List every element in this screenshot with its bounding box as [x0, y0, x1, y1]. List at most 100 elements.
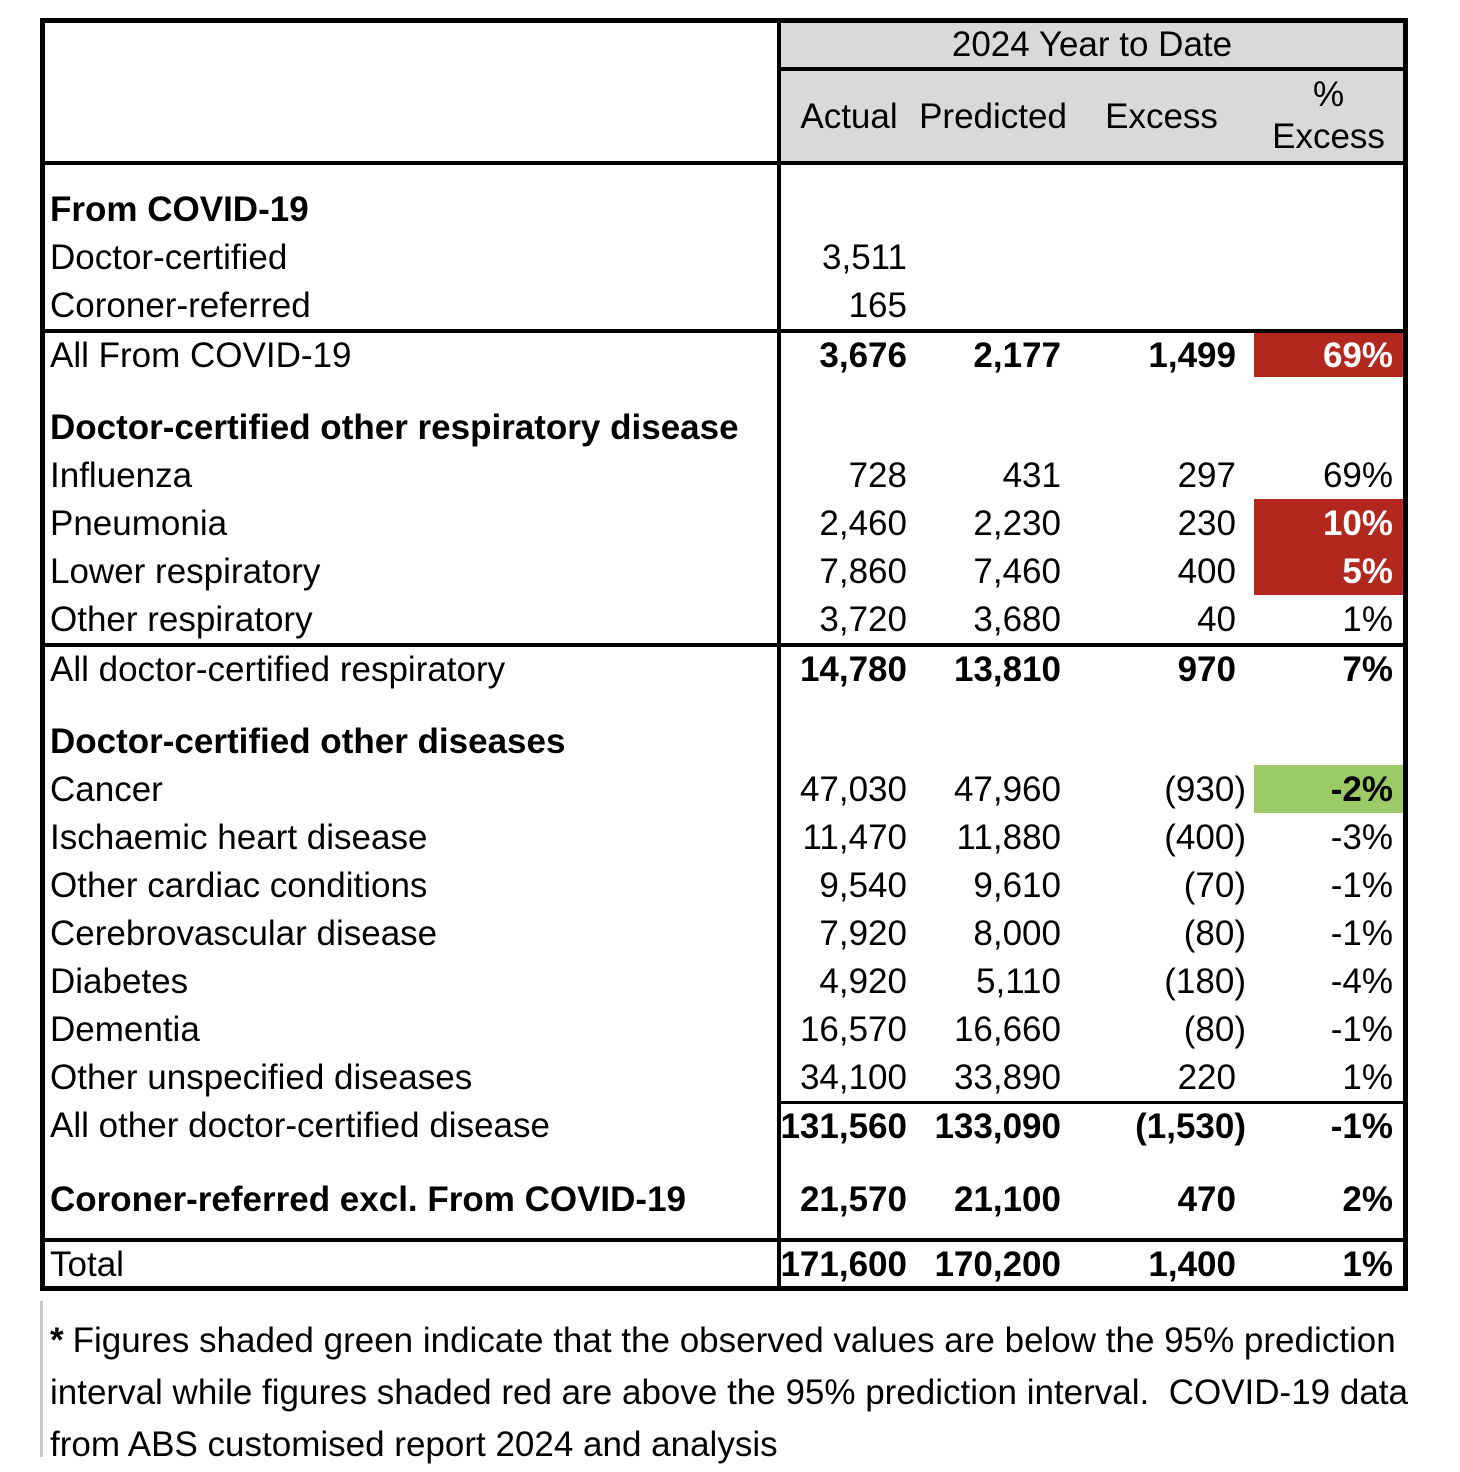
- table-row: Pneumonia 2,460 2,230 230 10%: [45, 499, 1403, 547]
- excess-cell: 220: [1177, 1057, 1236, 1097]
- excess-cell: [1069, 717, 1254, 765]
- table-row: [45, 165, 1403, 185]
- actual-cell: [777, 377, 917, 403]
- table-row: [45, 691, 1403, 717]
- excess-cell: 400: [1177, 551, 1236, 591]
- predicted-cell: 170,200: [934, 1244, 1061, 1284]
- table-row: Other unspecified diseases 34,100 33,890…: [45, 1053, 1403, 1101]
- footnote-line-2: interval while figures shaded red are ab…: [50, 1373, 1408, 1412]
- table-row: Doctor-certified 3,511: [45, 233, 1403, 281]
- footnote-left-rule: [40, 1301, 43, 1457]
- table-row: Coroner-referred excl. From COVID-19 21,…: [45, 1175, 1403, 1223]
- table-row: [45, 1149, 1403, 1175]
- footnote-asterisk: *: [50, 1321, 64, 1360]
- excess-cell: [1069, 377, 1254, 403]
- actual-cell: 9,540: [777, 861, 917, 909]
- excess-cell: 230: [1177, 503, 1236, 543]
- row-label: Other respiratory: [50, 599, 313, 639]
- pct-excess-cell: 1%: [1342, 1244, 1393, 1284]
- predicted-cell: 21,100: [953, 1179, 1061, 1219]
- pct-excess-cell: 2%: [1342, 1179, 1393, 1219]
- pct-excess-cell: -1%: [1330, 1009, 1393, 1049]
- predicted-cell: 3,680: [973, 599, 1061, 639]
- header-pct-excess: % Excess: [1254, 71, 1403, 161]
- excess-deaths-table: 2024 Year to Date Actual Predicted Exces…: [40, 18, 1408, 1291]
- header-span-row: 2024 Year to Date: [45, 23, 1403, 71]
- actual-cell: 16,570: [777, 1005, 917, 1053]
- table-row: Influenza 728 431 297 69%: [45, 451, 1403, 499]
- excess-cell: 1,400: [1148, 1244, 1236, 1284]
- predicted-cell: [917, 691, 1069, 717]
- table-row: Doctor-certified other diseases: [45, 717, 1403, 765]
- predicted-cell: [917, 281, 1069, 329]
- actual-cell: 3,676: [777, 333, 917, 377]
- table-row: Dementia 16,570 16,660 (80) -1%: [45, 1005, 1403, 1053]
- excess-cell: (180): [1164, 961, 1246, 1001]
- pct-excess-cell: [1254, 717, 1403, 765]
- row-label: Cerebrovascular disease: [50, 913, 438, 953]
- predicted-cell: [917, 233, 1069, 281]
- pct-excess-cell: -2%: [1254, 765, 1403, 813]
- pct-excess-cell: 69%: [1254, 333, 1403, 377]
- excess-cell: [1069, 233, 1254, 281]
- actual-cell: 131,560: [777, 1101, 917, 1149]
- table-row: [45, 377, 1403, 403]
- predicted-cell: 8,000: [973, 913, 1061, 953]
- row-label: Cancer: [50, 769, 163, 809]
- pct-excess-cell: -1%: [1330, 913, 1393, 953]
- actual-cell: 2,460: [777, 499, 917, 547]
- row-label: Other cardiac conditions: [50, 865, 428, 905]
- table-row: From COVID-19: [45, 185, 1403, 233]
- actual-cell: [777, 1149, 917, 1175]
- actual-cell: [777, 1223, 917, 1238]
- predicted-cell: 7,460: [973, 551, 1061, 591]
- table-body: From COVID-19 Doctor-certified 3,511 Cor…: [45, 165, 1403, 1286]
- predicted-cell: [917, 185, 1069, 233]
- actual-cell: [777, 403, 917, 451]
- excess-cell: (80): [1183, 1009, 1246, 1049]
- header-actual: Actual: [777, 71, 917, 161]
- actual-cell: 171,600: [777, 1242, 917, 1286]
- table-row: Lower respiratory 7,860 7,460 400 5%: [45, 547, 1403, 595]
- row-label: Coroner-referred: [50, 285, 311, 325]
- excess-cell: 40: [1197, 599, 1236, 639]
- pct-excess-cell: -1%: [1330, 865, 1393, 905]
- row-label: [45, 1149, 777, 1175]
- actual-cell: 3,720: [777, 595, 917, 643]
- pct-excess-cell: 7%: [1342, 649, 1393, 689]
- pct-excess-cell: 10%: [1254, 499, 1403, 547]
- excess-cell: [1069, 1223, 1254, 1238]
- row-label: All other doctor-certified disease: [50, 1105, 550, 1145]
- predicted-cell: [917, 377, 1069, 403]
- actual-cell: [777, 165, 917, 185]
- pct-excess-cell: [1254, 691, 1403, 717]
- pct-excess-cell: -1%: [1254, 1101, 1403, 1149]
- excess-cell: 297: [1177, 455, 1236, 495]
- row-label: Ischaemic heart disease: [50, 817, 428, 857]
- predicted-cell: 133,090: [917, 1101, 1069, 1149]
- pct-excess-cell: [1254, 185, 1403, 233]
- pct-excess-cell: 69%: [1322, 455, 1393, 495]
- header-columns-row: Actual Predicted Excess % Excess: [45, 71, 1403, 161]
- actual-cell: [777, 185, 917, 233]
- row-label: Dementia: [50, 1009, 200, 1049]
- row-label: Other unspecified diseases: [50, 1057, 473, 1097]
- header-corner-cell: [45, 23, 777, 71]
- pct-excess-cell: 1%: [1342, 1057, 1393, 1097]
- actual-cell: 728: [777, 451, 917, 499]
- predicted-cell: [917, 1223, 1069, 1238]
- row-label: Doctor-certified other diseases: [50, 721, 566, 761]
- actual-cell: 7,920: [777, 909, 917, 957]
- row-label: Pneumonia: [50, 503, 228, 543]
- excess-cell: [1069, 1149, 1254, 1175]
- table-row: Other respiratory 3,720 3,680 40 1%: [45, 595, 1403, 643]
- table-row: Other cardiac conditions 9,540 9,610 (70…: [45, 861, 1403, 909]
- row-label: Diabetes: [50, 961, 189, 1001]
- actual-cell: 14,780: [777, 647, 917, 691]
- table-header: 2024 Year to Date Actual Predicted Exces…: [45, 23, 1403, 165]
- actual-cell: 11,470: [777, 813, 917, 861]
- pct-excess-cell: [1254, 403, 1403, 451]
- predicted-cell: 13,810: [953, 649, 1061, 689]
- excess-cell: [1069, 403, 1254, 451]
